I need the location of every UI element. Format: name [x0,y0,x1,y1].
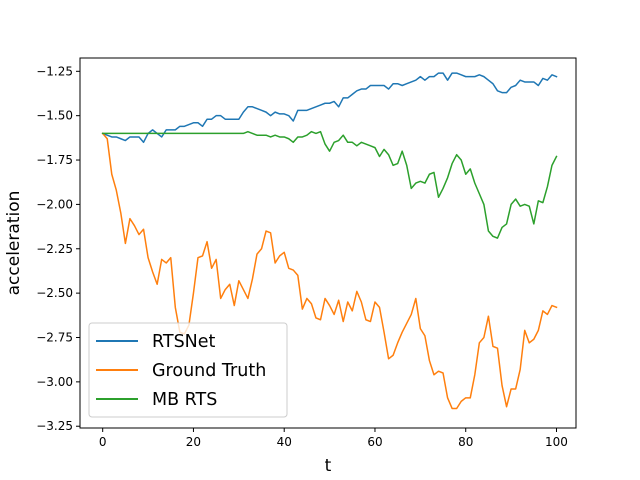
x-axis: 0 20 40 60 80 100 [99,428,568,449]
y-axis: −1.25 −1.50 −1.75 −2.00 −2.25 −2.50 −2.75 −3.00… [36,64,80,433]
series-line-mb-rts [101,130,558,239]
y-tick-label: −3.25 [36,419,73,433]
x-axis-title: t [325,456,332,476]
x-tick-label: 80 [458,435,473,449]
y-tick-label: −2.50 [36,286,73,300]
y-tick-label: −1.25 [36,64,73,78]
y-tick-label: −2.75 [36,330,73,344]
legend-label-rtsnet: RTSNet [152,332,216,352]
x-tick-label: 100 [545,435,568,449]
legend: RTSNet Ground Truth MB RTS [88,322,288,418]
legend-label-ground-truth: Ground Truth [152,361,266,381]
legend-label-mb-rts: MB RTS [152,390,217,410]
series-line-rtsnet [101,72,558,144]
y-axis-title: acceleration [4,191,24,296]
x-tick-label: 0 [99,435,107,449]
y-tick-label: −2.00 [36,197,73,211]
x-tick-label: 60 [367,435,382,449]
y-tick-label: −1.75 [36,153,73,167]
y-tick-label: −1.50 [36,109,73,123]
x-tick-label: 20 [186,435,201,449]
y-tick-label: −2.25 [36,242,73,256]
x-tick-label: 40 [277,435,292,449]
y-tick-label: −3.00 [36,375,73,389]
plot-frame [79,57,577,429]
legend-box [88,322,288,418]
